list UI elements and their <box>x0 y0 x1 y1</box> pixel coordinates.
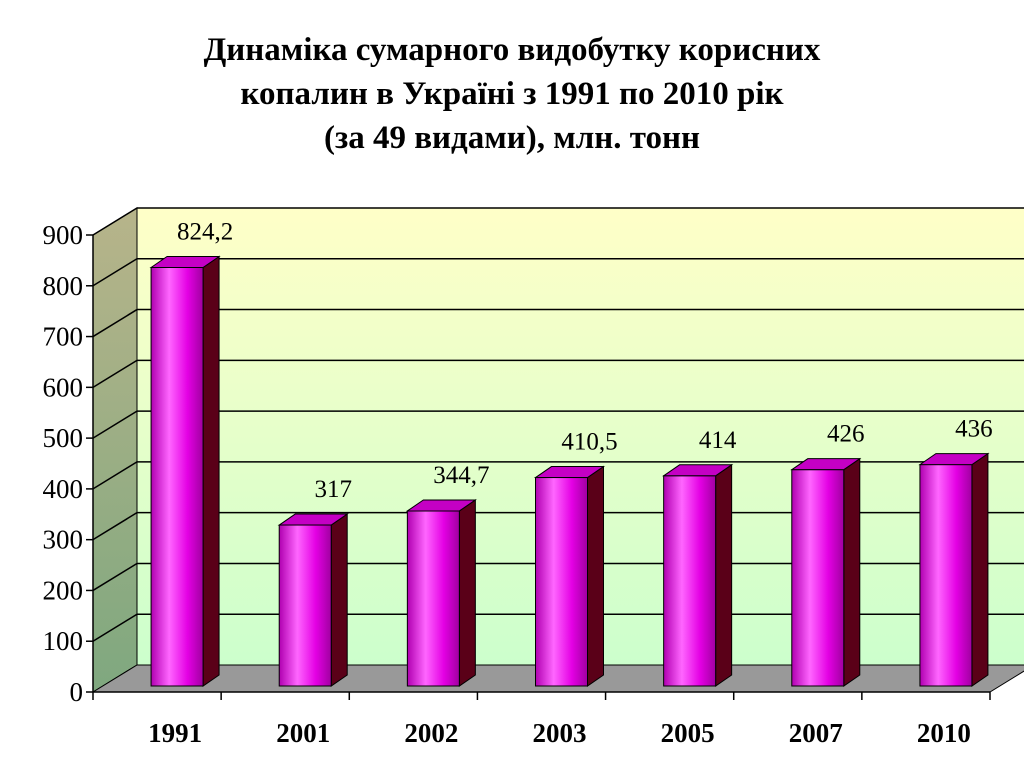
bar <box>535 477 588 687</box>
x-tick-label: 2010 <box>917 718 971 748</box>
y-tick-label: 100 <box>43 626 84 656</box>
gridline <box>92 359 1024 388</box>
bar-top <box>662 464 734 477</box>
data-label: 410,5 <box>561 429 617 456</box>
gridline <box>92 258 1024 287</box>
y-tick-label: 400 <box>43 474 84 504</box>
bar-side <box>715 463 733 687</box>
bar-side <box>843 457 861 687</box>
gridline <box>92 511 1024 541</box>
bar-top <box>533 466 606 479</box>
gridline <box>92 207 1024 236</box>
bar-side <box>587 465 604 687</box>
bar <box>150 266 204 687</box>
x-tick-label: 2003 <box>533 718 587 748</box>
y-tick-label: 0 <box>70 677 84 707</box>
bar-top <box>277 513 349 526</box>
chart-title-line-1: Динаміка сумарного видобутку корисних <box>203 32 821 68</box>
x-tick-label: 2005 <box>661 718 715 748</box>
data-label: 317 <box>314 476 352 503</box>
bar-side <box>458 499 476 687</box>
y-tick-label: 200 <box>43 575 84 605</box>
bar-top <box>790 458 862 471</box>
bar-top <box>405 499 477 512</box>
data-label: 344,7 <box>433 462 489 489</box>
y-tick-label: 300 <box>43 525 84 555</box>
y-tick-label: 700 <box>43 322 84 352</box>
gridline <box>92 461 1024 490</box>
gridline <box>92 613 1024 642</box>
chart-title-line-3: (за 49 видами), млн. тонн <box>323 120 701 156</box>
data-label: 426 <box>827 421 865 448</box>
gridline <box>92 308 1024 338</box>
bar-side <box>330 513 348 687</box>
bar <box>791 469 845 687</box>
y-tick-label: 900 <box>43 220 84 250</box>
x-tick-label: 1991 <box>148 718 202 748</box>
chart-plot-area: 0 100 200 300 400 500 600 700 800 900 1991 824,2 200… <box>43 207 1024 748</box>
x-tick-label: 2007 <box>789 718 843 748</box>
chart-title: Динаміка сумарного видобутку корисних ко… <box>0 28 1024 160</box>
bar-top <box>149 255 221 268</box>
gridline <box>92 410 1024 439</box>
data-label: 414 <box>699 427 737 454</box>
x-tick-label: 2001 <box>276 718 330 748</box>
bar-side <box>971 452 989 687</box>
bar <box>919 464 973 687</box>
y-tick-label: 800 <box>43 271 84 301</box>
bar <box>406 510 460 687</box>
data-label: 436 <box>955 416 993 443</box>
chart-title-line-2: копалин в Україні з 1991 по 2010 рік <box>240 76 784 112</box>
data-label: 824,2 <box>177 218 233 245</box>
gridline <box>92 562 1024 592</box>
bar <box>278 524 332 687</box>
bar-side <box>202 255 220 687</box>
bar <box>663 475 717 687</box>
side-wall <box>92 207 138 693</box>
x-tick-label: 2002 <box>404 718 458 748</box>
y-tick-label: 600 <box>43 372 84 402</box>
y-tick-label: 500 <box>43 423 84 453</box>
bar-top <box>918 453 990 466</box>
